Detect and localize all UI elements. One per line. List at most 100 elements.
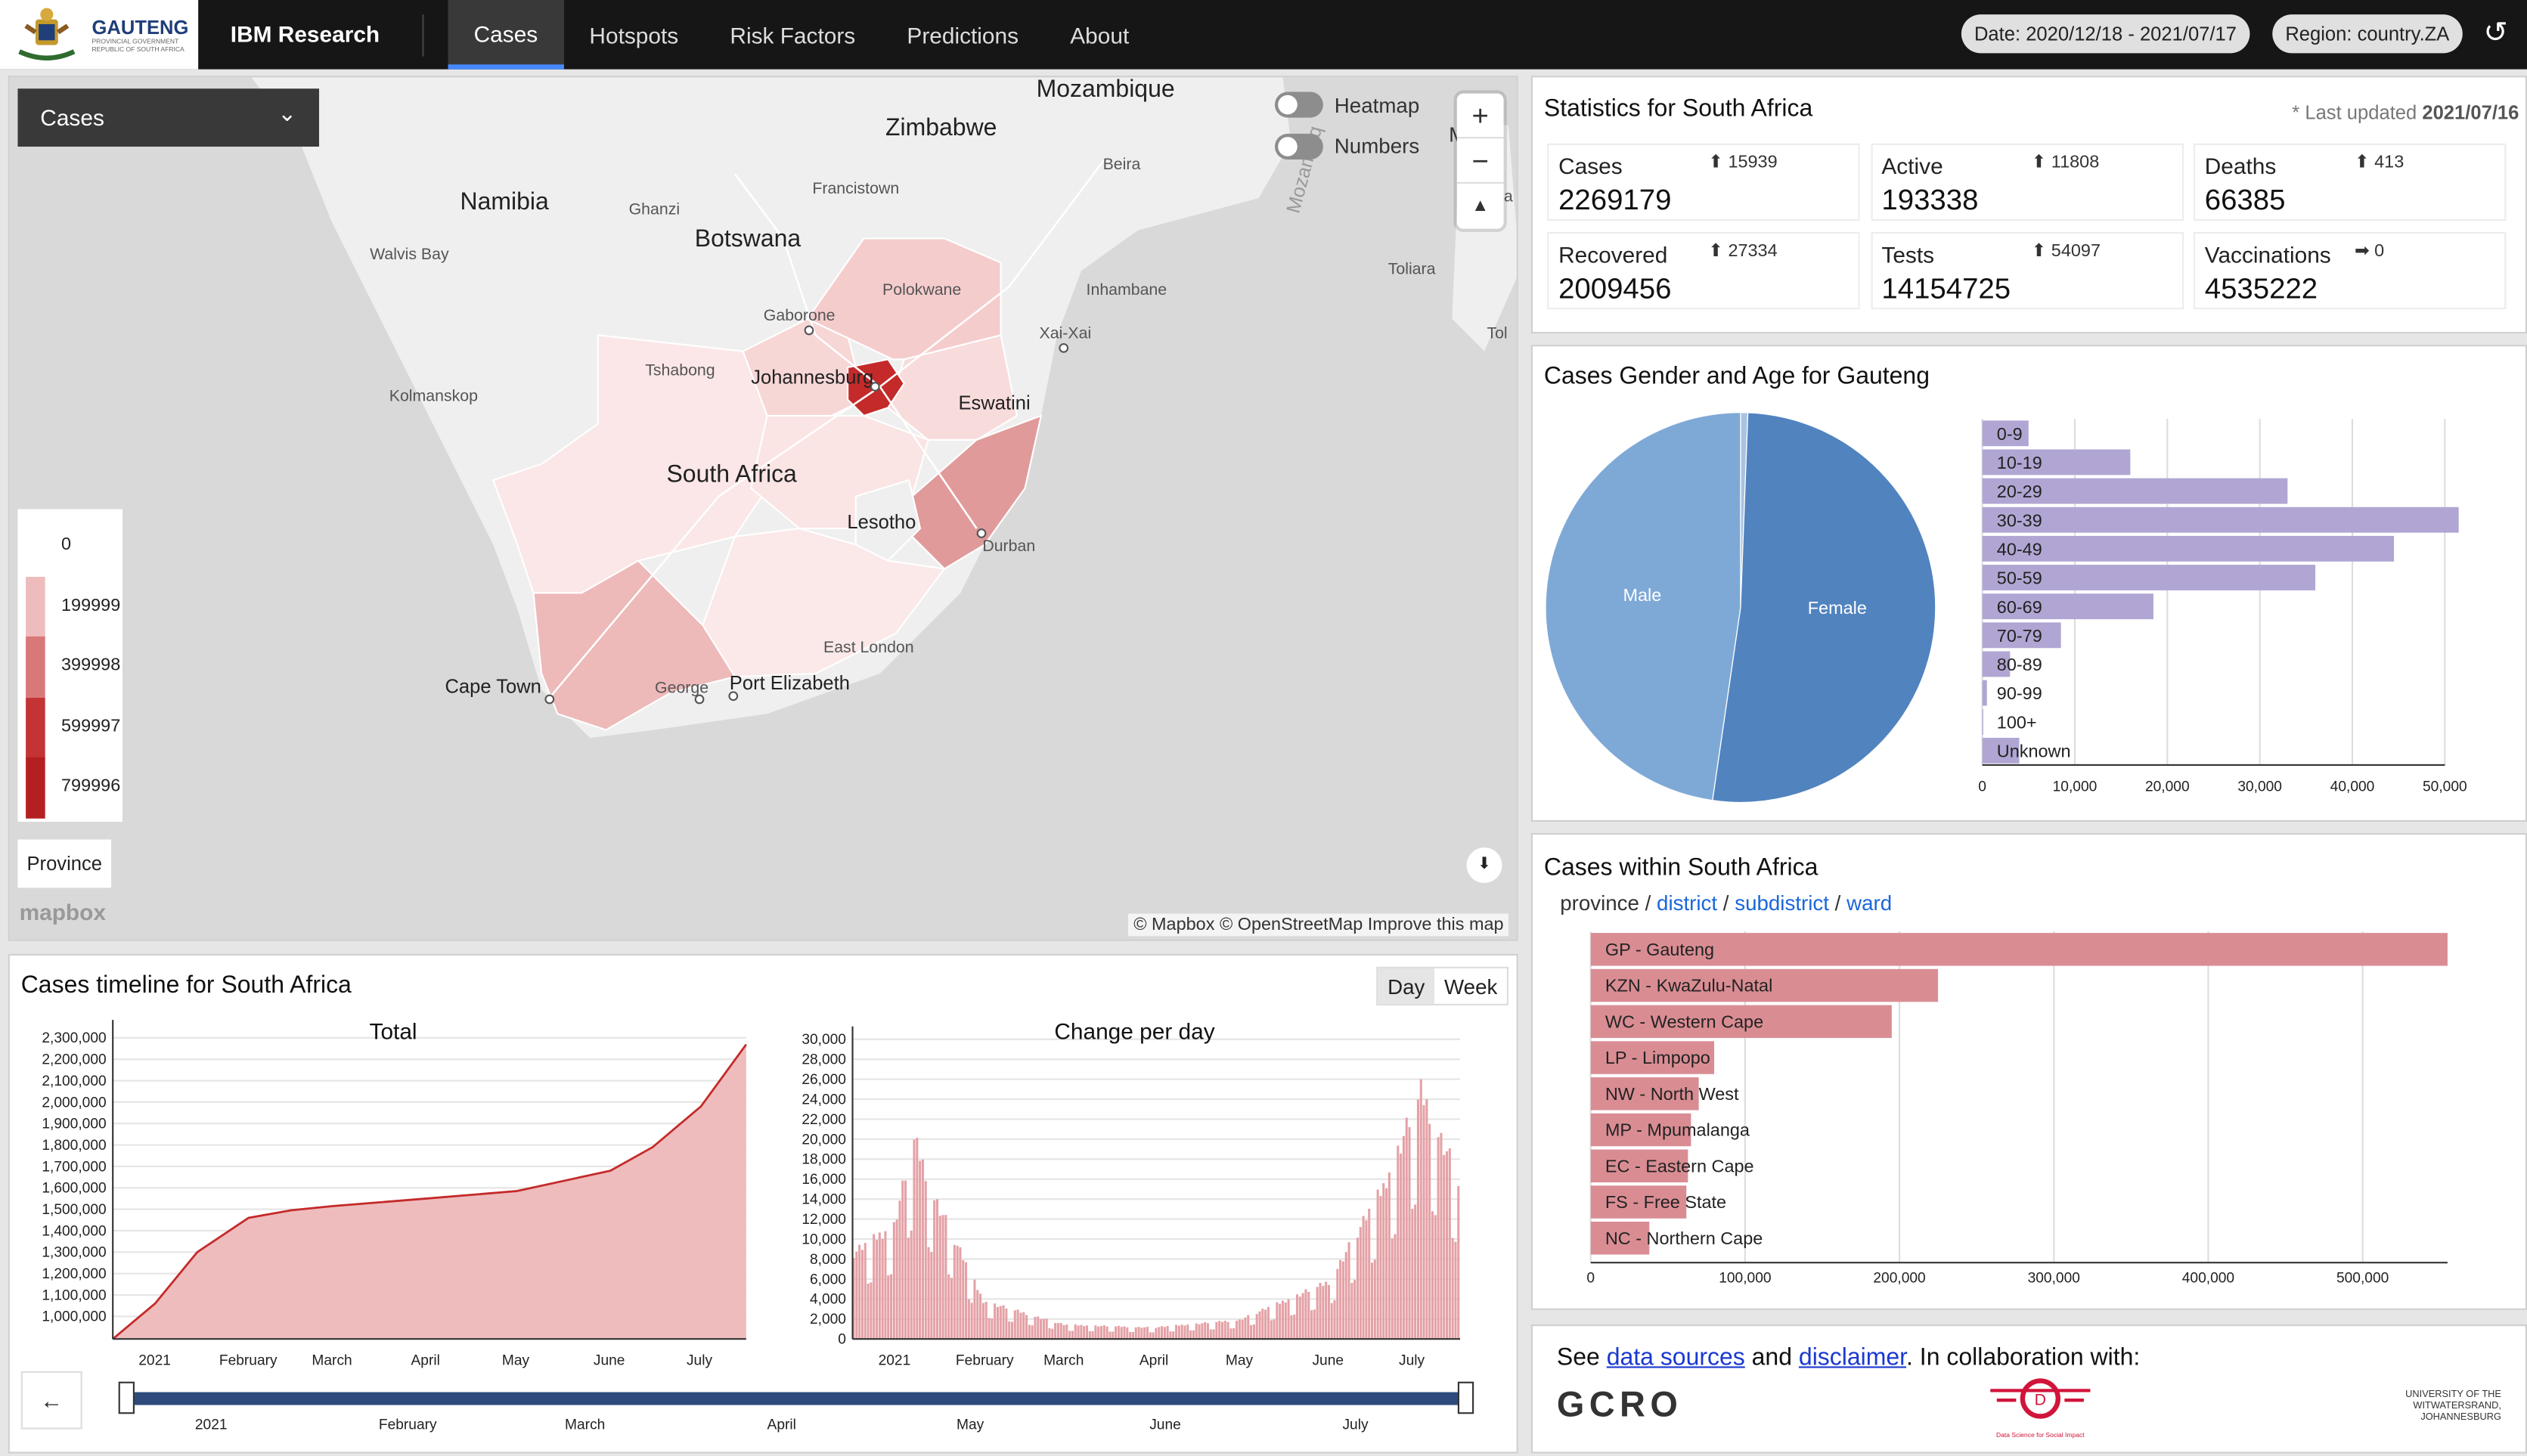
daily-bar[interactable] [996,1306,999,1340]
province-bar[interactable] [1590,1077,1699,1111]
daily-bar[interactable] [916,1138,919,1340]
daily-bar[interactable] [1440,1132,1443,1340]
daily-bar[interactable] [1180,1324,1183,1340]
time-brush[interactable] [126,1392,1468,1405]
daily-bar[interactable] [1220,1321,1224,1340]
daily-bar[interactable] [1270,1320,1273,1340]
daily-bar[interactable] [956,1245,959,1340]
daily-bar[interactable] [1347,1242,1350,1340]
daily-bar[interactable] [1175,1324,1178,1340]
tab-about[interactable]: About [1070,21,1130,48]
daily-bar[interactable] [1336,1269,1339,1340]
daily-bar[interactable] [1273,1319,1276,1340]
daily-bar[interactable] [1094,1325,1097,1340]
daily-bar[interactable] [1048,1328,1051,1340]
daily-bar[interactable] [1304,1289,1307,1340]
daily-bar[interactable] [1333,1300,1336,1340]
brush-handle-right[interactable] [1457,1381,1474,1414]
daily-bar[interactable] [1247,1315,1250,1340]
daily-bar[interactable] [904,1180,907,1340]
daily-bar[interactable] [1163,1327,1166,1340]
daily-bar[interactable] [1319,1283,1322,1340]
daily-bar[interactable] [1400,1154,1403,1340]
daily-bar[interactable] [1117,1325,1120,1340]
daily-bar[interactable] [1166,1326,1169,1340]
daily-bar[interactable] [919,1160,922,1340]
daily-bar[interactable] [892,1222,895,1340]
daily-bar[interactable] [1042,1318,1045,1340]
daily-bar[interactable] [887,1275,890,1340]
age-bar[interactable] [1982,449,2131,476]
daily-bar[interactable] [1434,1215,1437,1340]
daily-bar[interactable] [1112,1331,1115,1340]
daily-bar[interactable] [1129,1331,1132,1340]
crumb-subdistrict[interactable]: subdistrict [1735,891,1829,915]
tab-predictions[interactable]: Predictions [907,21,1019,48]
daily-bar[interactable] [1080,1324,1083,1340]
daily-bar[interactable] [1298,1296,1301,1340]
daily-bar[interactable] [1209,1329,1212,1340]
compass-button[interactable]: ▲ [1471,197,1490,216]
numbers-toggle[interactable] [1274,133,1323,160]
daily-bar[interactable] [1051,1328,1054,1340]
daily-bar[interactable] [1258,1311,1261,1340]
daily-bar[interactable] [898,1200,901,1340]
daily-bar[interactable] [1140,1327,1143,1340]
daily-bar[interactable] [1206,1323,1209,1340]
daily-bar[interactable] [1031,1325,1034,1340]
daily-bar[interactable] [890,1274,893,1340]
undo-icon[interactable]: ↺ [2483,16,2508,48]
daily-bar[interactable] [1105,1326,1108,1340]
back-button[interactable]: ← [20,1371,82,1430]
daily-bar[interactable] [1022,1312,1025,1340]
province-limpopo[interactable] [806,237,1002,361]
province-bar[interactable] [1590,1149,1688,1183]
age-bar[interactable] [1982,565,2316,590]
daily-bar[interactable] [1344,1252,1347,1340]
daily-bar[interactable] [1002,1305,1005,1340]
heatmap-toggle[interactable] [1274,91,1323,118]
daily-bar[interactable] [1316,1287,1319,1340]
daily-bar[interactable] [984,1302,988,1340]
daily-bar[interactable] [1241,1319,1244,1340]
daily-bar[interactable] [1034,1316,1037,1340]
daily-bar[interactable] [1013,1310,1016,1340]
daily-bar[interactable] [1284,1302,1287,1340]
daily-bar[interactable] [1350,1282,1353,1340]
daily-bar[interactable] [864,1243,867,1340]
daily-bar[interactable] [1276,1302,1279,1340]
choropleth-map[interactable]: Mozambique Zimbabwe Namibia Botswana South A… [8,76,1518,941]
daily-bar[interactable] [1037,1316,1040,1340]
daily-bar[interactable] [1307,1291,1310,1340]
daily-bar[interactable] [970,1303,973,1340]
daily-bar[interactable] [1290,1315,1293,1340]
daily-bar[interactable] [1313,1309,1316,1340]
daily-bar[interactable] [1120,1327,1123,1340]
daily-bar[interactable] [1448,1148,1451,1340]
daily-bar[interactable] [1054,1323,1057,1340]
daily-bar[interactable] [1226,1321,1229,1340]
gauteng-logo[interactable]: GAUTENG PROVINCIAL GOVERNMENT REPUBLIC OF … [0,0,199,70]
daily-bar[interactable] [1339,1259,1342,1340]
daily-bar[interactable] [1083,1326,1086,1340]
daily-bar[interactable] [1186,1324,1189,1340]
daily-bar[interactable] [1025,1315,1028,1340]
daily-bar[interactable] [1252,1324,1255,1340]
daily-bar[interactable] [1419,1079,1422,1340]
daily-bar[interactable] [878,1232,881,1340]
daily-bar[interactable] [967,1299,970,1340]
daily-bar[interactable] [1376,1189,1379,1340]
daily-bar[interactable] [953,1244,956,1340]
daily-bar[interactable] [1068,1331,1071,1340]
daily-bar[interactable] [1201,1323,1204,1340]
daily-bar[interactable] [1437,1137,1440,1340]
daily-bar[interactable] [1353,1280,1357,1340]
age-bar[interactable] [1982,507,2459,533]
daily-bar[interactable] [884,1231,887,1340]
daily-bar[interactable] [1177,1325,1180,1340]
daily-bar[interactable] [1134,1327,1137,1340]
daily-bar[interactable] [1431,1211,1434,1340]
daily-bar[interactable] [1195,1323,1198,1340]
daily-bar[interactable] [1204,1321,1207,1340]
daily-bar[interactable] [1454,1241,1457,1340]
